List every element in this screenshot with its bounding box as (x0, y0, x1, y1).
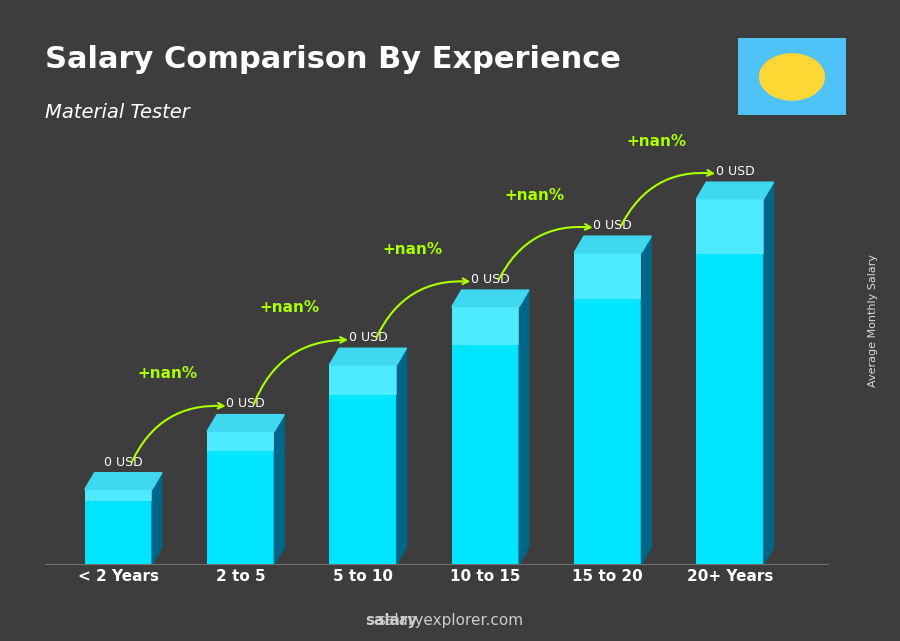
Polygon shape (697, 182, 774, 199)
Polygon shape (574, 236, 652, 253)
Polygon shape (642, 236, 652, 564)
Bar (207, 431, 274, 451)
Polygon shape (274, 415, 284, 564)
Text: 0 USD: 0 USD (716, 165, 754, 178)
Circle shape (760, 54, 824, 100)
Bar (85, 489, 152, 501)
Bar (329, 365, 397, 395)
Text: 0 USD: 0 USD (226, 397, 265, 410)
Text: Average Monthly Salary: Average Monthly Salary (868, 254, 878, 387)
Bar (452, 306, 519, 345)
Text: 0 USD: 0 USD (471, 273, 509, 286)
Bar (452, 306, 519, 564)
Polygon shape (329, 348, 407, 365)
Text: Material Tester: Material Tester (45, 103, 190, 122)
Bar (329, 365, 397, 564)
Text: 0 USD: 0 USD (104, 456, 143, 469)
Text: 0 USD: 0 USD (593, 219, 632, 232)
Bar (574, 253, 642, 299)
Text: Salary Comparison By Experience: Salary Comparison By Experience (45, 45, 621, 74)
Text: +nan%: +nan% (626, 134, 687, 149)
Polygon shape (207, 415, 284, 431)
Text: +nan%: +nan% (138, 367, 197, 381)
Polygon shape (764, 182, 774, 564)
Text: salaryexplorer.com: salaryexplorer.com (377, 613, 523, 628)
Text: +nan%: +nan% (504, 188, 564, 203)
Bar (697, 199, 764, 254)
Text: +nan%: +nan% (382, 242, 442, 257)
Polygon shape (152, 473, 162, 564)
Polygon shape (85, 473, 162, 489)
Text: salary: salary (365, 613, 418, 628)
Bar (207, 431, 274, 564)
Polygon shape (519, 290, 529, 564)
Bar (85, 489, 152, 564)
Polygon shape (397, 348, 407, 564)
Polygon shape (452, 290, 529, 306)
Text: +nan%: +nan% (259, 300, 320, 315)
Bar (574, 253, 642, 564)
Text: 0 USD: 0 USD (348, 331, 387, 344)
Bar (697, 199, 764, 564)
